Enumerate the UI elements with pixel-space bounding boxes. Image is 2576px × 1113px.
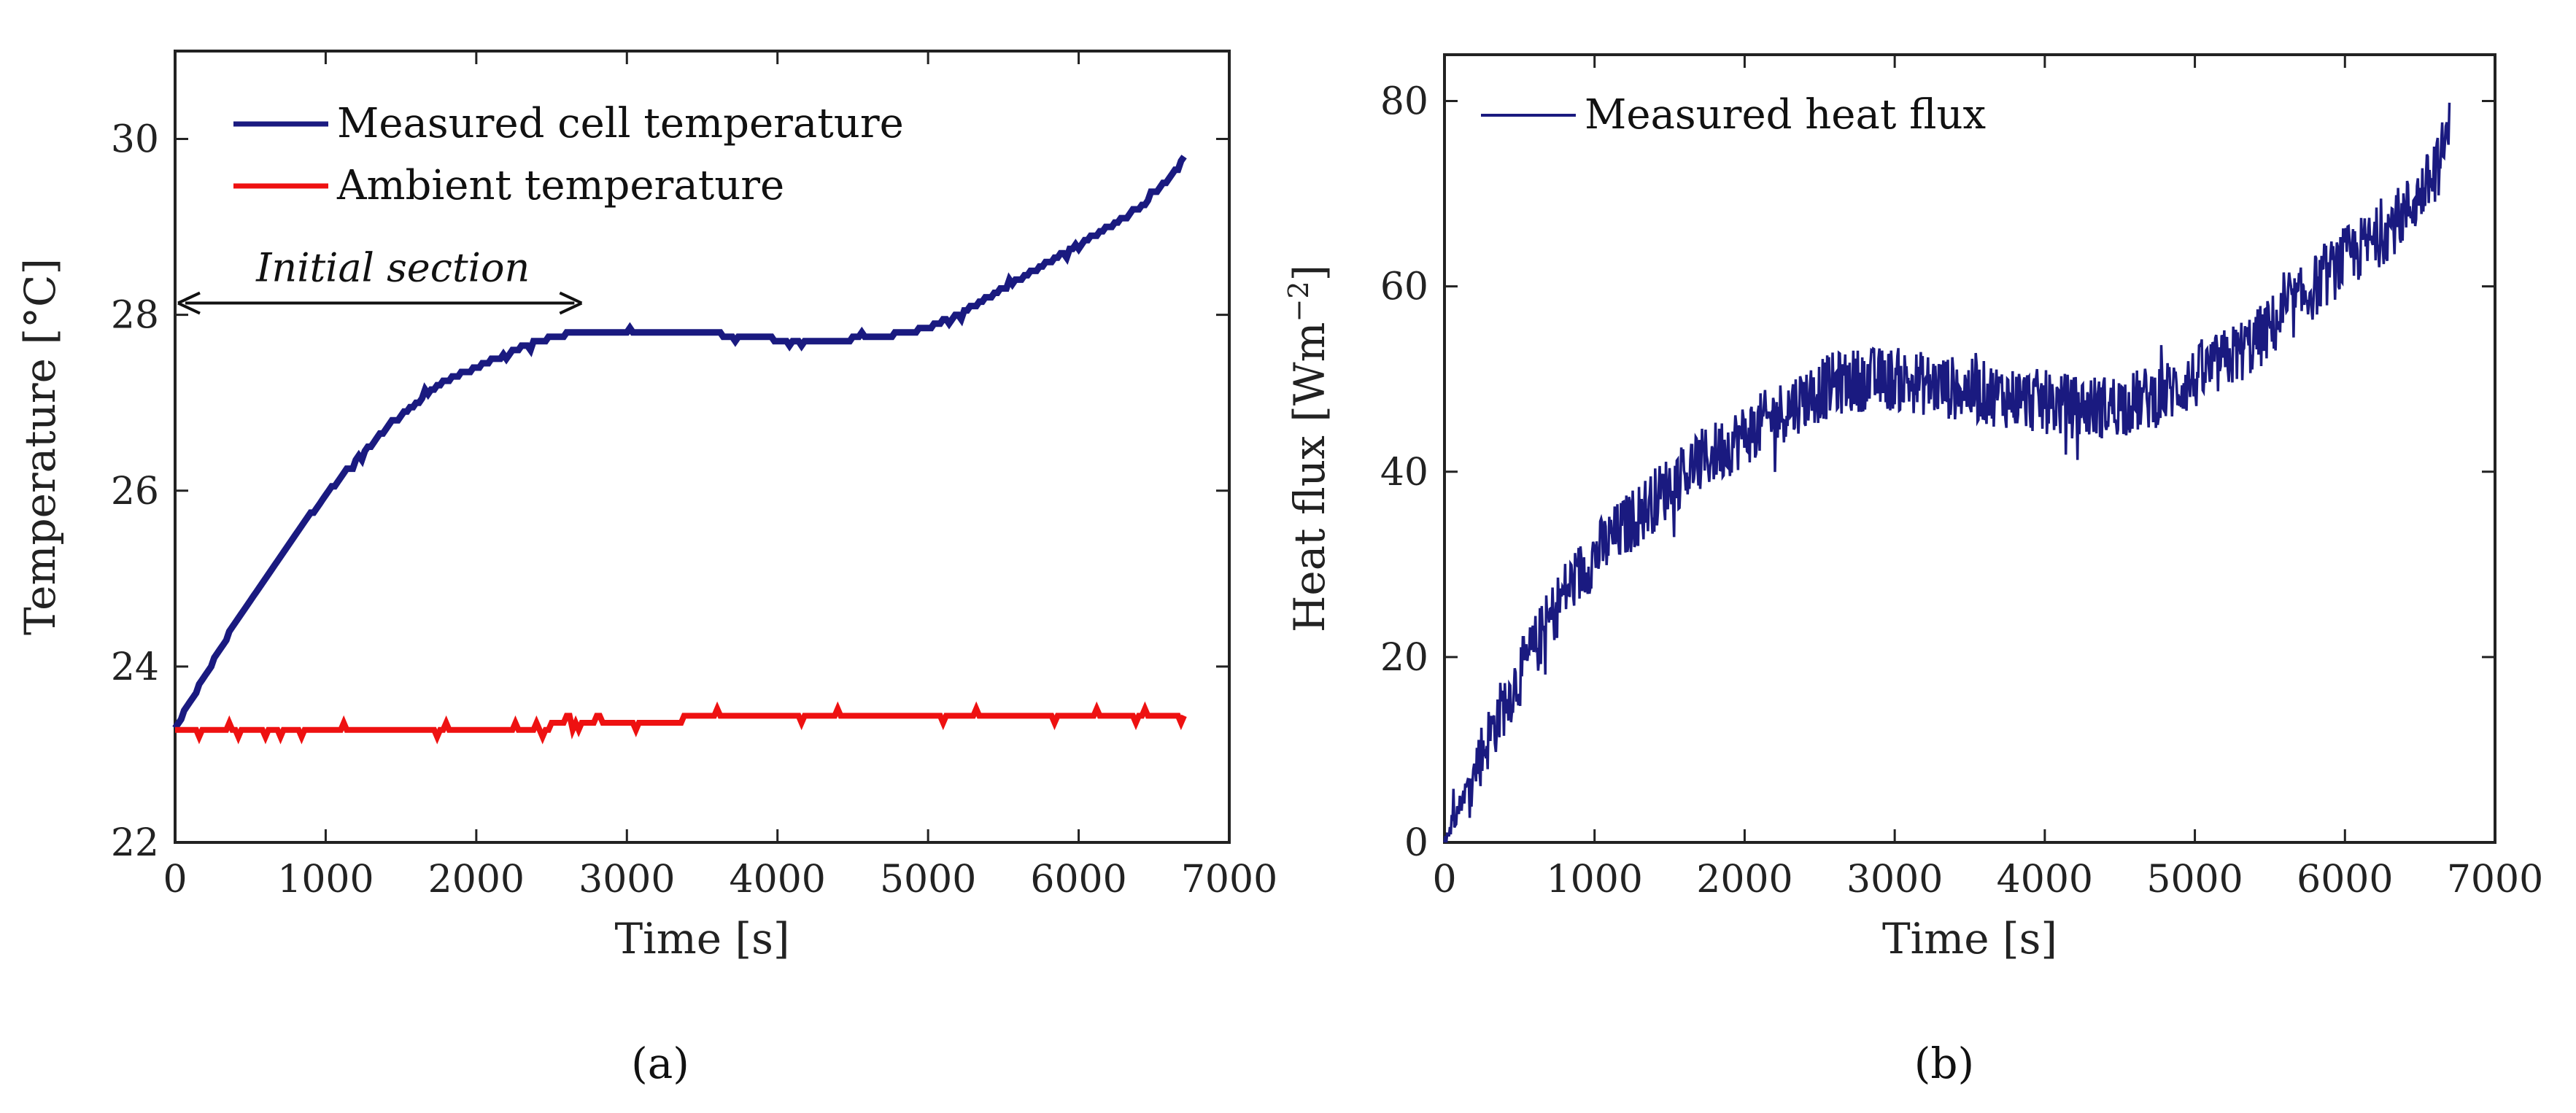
chart-a: 0 1000 2000 3000 4000 5000 6000 70002224262830 … [15, 50, 1277, 1088]
x-tick-label: 3000 [579, 858, 675, 901]
chart-b-y-axis-label-end: ] [1285, 265, 1334, 282]
chart-b-x-axis-label: Time [s] [1882, 914, 2057, 963]
series-line-heat-flux [1443, 102, 2451, 843]
x-tick-label: 1000 [277, 858, 374, 901]
chart-a-panel-label: (a) [631, 1039, 689, 1088]
annotation-label: Initial section [255, 245, 530, 291]
annotation-arrowhead-right [559, 291, 583, 315]
y-tick-label: 60 [1380, 265, 1428, 309]
x-tick-label: 2000 [428, 858, 525, 901]
legend-entry: Measured heat flux [1585, 91, 1986, 139]
chart-b-y-axis-label-main: Heat flux [Wm [1285, 322, 1334, 633]
legend-entry: Ambient temperature [336, 162, 784, 209]
legend-entry: Measured cell temperature [337, 100, 904, 147]
chart-a-ticks: 0 1000 2000 3000 4000 5000 6000 7000 22 24 26 28 30 [111, 51, 1277, 901]
x-tick-label: 4000 [730, 858, 826, 901]
chart-b-panel-label: (b) [1914, 1039, 1974, 1088]
y-tick-label: 40 [1380, 451, 1428, 495]
initial-section-annotation: Initial section [177, 245, 583, 315]
y-tick-label: 28 [111, 294, 159, 338]
y-tick-label: 30 [111, 118, 159, 162]
chart-a-y-axis-label: Temperature [°C] [15, 258, 65, 635]
chart-b-legend: Measured heat flux [1481, 91, 1986, 139]
x-tick-label: 0 [1432, 858, 1456, 901]
x-tick-label: 1000 [1547, 858, 1643, 901]
x-tick-label: 6000 [1030, 858, 1126, 901]
x-tick-label: 2000 [1696, 858, 1792, 901]
chart-b-frame [1443, 53, 2496, 844]
chart-a-plot-area [172, 155, 1187, 745]
chart-b-y-axis-label-sup: −2 [1283, 281, 1315, 322]
x-tick-label: 5000 [2146, 858, 2243, 901]
x-tick-label: 6000 [2297, 858, 2393, 901]
chart-a-frame [174, 50, 1231, 844]
x-tick-label: 4000 [1997, 858, 2093, 901]
y-tick-label: 20 [1380, 636, 1428, 680]
y-tick-label: 0 [1404, 821, 1428, 865]
x-tick-label: 7000 [1181, 858, 1277, 901]
y-tick-label: 80 [1380, 80, 1428, 124]
y-tick-label: 22 [111, 821, 159, 865]
chart-a-x-axis-label: Time [s] [614, 914, 789, 963]
chart-b: 0 1000 2000 3000 4000 5000 6000 7000 0 20 40 60 80 T… [1283, 53, 2543, 1088]
x-tick-label: 7000 [2447, 858, 2543, 901]
y-tick-label: 26 [111, 470, 159, 513]
chart-b-y-axis-label: Heat flux [Wm−2] [1283, 265, 1334, 632]
y-tick-label: 24 [111, 645, 159, 689]
chart-b-plot-area [1443, 102, 2451, 843]
series-line-ambient-temperature [175, 701, 1187, 745]
series-line-cell-temperature [172, 155, 1187, 730]
chart-a-legend: Measured cell temperature Ambient tempera… [233, 100, 904, 209]
x-tick-label: 5000 [880, 858, 976, 901]
chart-b-ticks: 0 1000 2000 3000 4000 5000 6000 7000 0 20 40 60 80 [1380, 55, 2543, 901]
x-tick-label: 3000 [1846, 858, 1943, 901]
annotation-arrowhead-left [177, 291, 201, 315]
x-tick-label: 0 [163, 858, 187, 901]
